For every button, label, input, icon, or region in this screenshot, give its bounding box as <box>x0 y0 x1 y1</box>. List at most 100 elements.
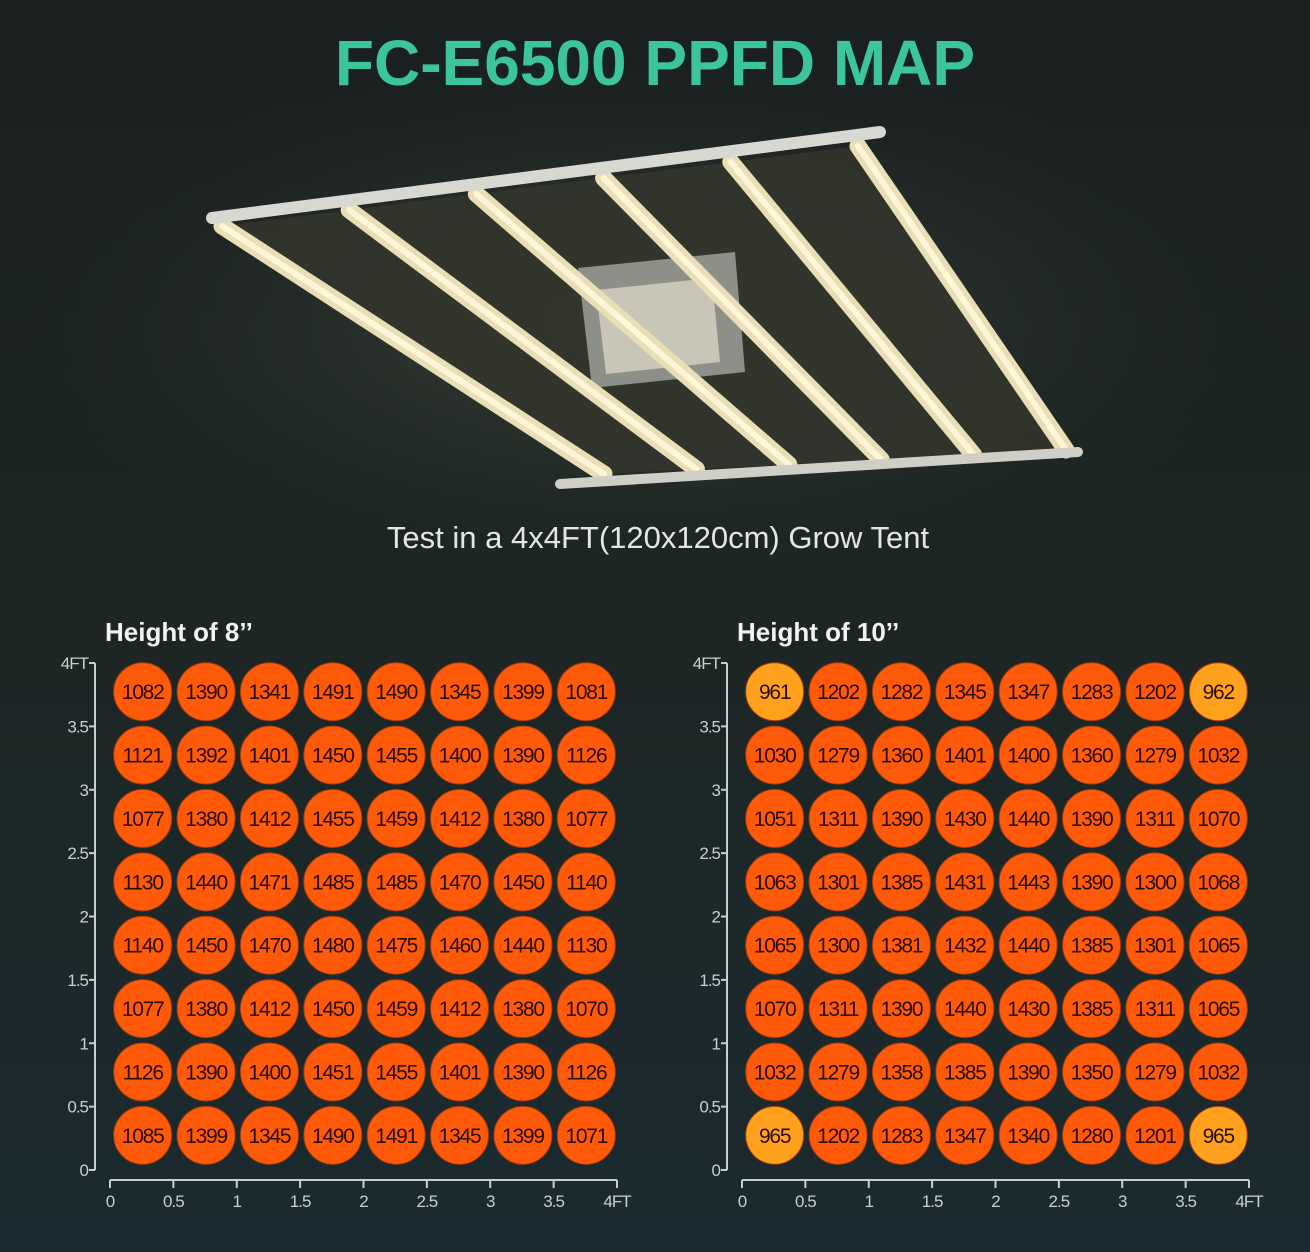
ppfd-value: 1399 <box>185 1125 227 1148</box>
ppfd-value: 1460 <box>439 935 481 958</box>
ppfd-value: 1126 <box>123 1061 164 1084</box>
ppfd-cell <box>871 788 931 848</box>
ppfd-cell <box>935 662 995 722</box>
ppfd-value: 1399 <box>502 681 544 704</box>
ppfd-value: 1085 <box>122 1125 164 1148</box>
ppfd-value: 1440 <box>185 871 227 894</box>
ppfd-value: 1490 <box>375 681 417 704</box>
ppfd-value: 1390 <box>1007 1061 1049 1084</box>
ppfd-value: 1430 <box>1007 998 1049 1021</box>
ppfd-value: 1201 <box>1134 1125 1176 1148</box>
x-tick-label: 3.5 <box>543 1192 564 1211</box>
ppfd-cell <box>366 725 426 785</box>
panel-title: Height of 10’’ <box>737 617 899 647</box>
ppfd-cell <box>871 725 931 785</box>
ppfd-value: 1380 <box>185 808 227 831</box>
back-rail <box>206 126 886 224</box>
ppfd-value: 1140 <box>123 935 164 958</box>
ppfd-cell <box>745 662 805 722</box>
ppfd-cell <box>556 662 616 722</box>
ppfd-value: 1381 <box>880 935 922 958</box>
ppfd-value: 1065 <box>1197 935 1239 958</box>
x-tick-label: 0.5 <box>163 1192 184 1211</box>
ppfd-cell <box>1188 852 1248 912</box>
ppfd-value: 1459 <box>375 808 417 831</box>
ppfd-cell <box>493 979 553 1039</box>
ppfd-cell <box>366 979 426 1039</box>
y-tick-label: 0 <box>712 1161 721 1180</box>
ppfd-cell <box>239 788 299 848</box>
ppfd-cell <box>176 725 236 785</box>
ppfd-value: 1082 <box>122 681 164 704</box>
ppfd-cell <box>1188 915 1248 975</box>
ppfd-value: 1065 <box>754 935 796 958</box>
ppfd-cell <box>430 915 490 975</box>
ppfd-value: 1459 <box>375 998 417 1021</box>
ppfd-cell <box>556 915 616 975</box>
ppfd-cell <box>303 1042 363 1102</box>
y-tick-label: 0.5 <box>699 1098 720 1117</box>
ppfd-value: 1490 <box>312 1125 354 1148</box>
x-tick-label: 1 <box>233 1192 242 1211</box>
ppfd-value: 1130 <box>123 871 164 894</box>
heatmap-height-8: Height of 8’’ 0 0.5 1 1.5 2 2.5 3 3.5 4FT 0 0.5 1 1.… <box>61 617 632 1211</box>
ppfd-cell <box>556 788 616 848</box>
ppfd-cell <box>1062 1105 1122 1165</box>
ppfd-cell <box>745 1042 805 1102</box>
ppfd-cell <box>366 1105 426 1165</box>
ppfd-cell <box>998 852 1058 912</box>
ppfd-value: 1032 <box>1197 745 1239 768</box>
y-tick-label: 0 <box>80 1161 89 1180</box>
ppfd-cell <box>1125 725 1185 785</box>
y-tick-label: 2.5 <box>67 844 88 863</box>
ppfd-cell <box>808 915 868 975</box>
ppfd-cell <box>1062 725 1122 785</box>
y-tick-label: 1 <box>712 1034 721 1053</box>
ppfd-cell <box>745 979 805 1039</box>
ppfd-value: 1279 <box>1134 1061 1176 1084</box>
ppfd-value: 1345 <box>439 1125 481 1148</box>
y-tick-label: 1 <box>80 1034 89 1053</box>
ppfd-cell <box>176 852 236 912</box>
ppfd-cell <box>1125 1042 1185 1102</box>
y-tick-label: 3 <box>80 781 89 800</box>
ppfd-cell <box>935 852 995 912</box>
ppfd-value: 1455 <box>375 745 417 768</box>
x-tick-label: 1.5 <box>290 1192 311 1211</box>
ppfd-value: 1077 <box>122 998 164 1021</box>
ppfd-cell <box>303 1105 363 1165</box>
ppfd-cell <box>808 662 868 722</box>
ppfd-value: 1360 <box>880 745 922 768</box>
ppfd-cell <box>366 915 426 975</box>
ppfd-value: 1345 <box>248 1125 290 1148</box>
ppfd-cell <box>1125 852 1185 912</box>
ppfd-value: 1400 <box>439 745 481 768</box>
ppfd-value: 1385 <box>880 871 922 894</box>
ppfd-value: 1390 <box>1071 808 1113 831</box>
ppfd-value: 1341 <box>248 681 290 704</box>
ppfd-cell <box>1125 915 1185 975</box>
ppfd-value: 1450 <box>502 871 544 894</box>
ppfd-cell <box>1188 1042 1248 1102</box>
led-strip <box>855 143 1069 453</box>
ppfd-cell <box>239 979 299 1039</box>
ppfd-cell <box>745 725 805 785</box>
ppfd-value: 1480 <box>312 935 354 958</box>
ppfd-cell <box>493 1042 553 1102</box>
ppfd-cell <box>430 979 490 1039</box>
ppfd-cell <box>808 852 868 912</box>
ppfd-cell <box>239 725 299 785</box>
ppfd-cell <box>113 662 173 722</box>
ppfd-value: 1126 <box>566 1061 607 1084</box>
ppfd-cell <box>808 725 868 785</box>
ppfd-value: 1283 <box>880 1125 922 1148</box>
x-tick-label: 2.5 <box>417 1192 438 1211</box>
ppfd-cell <box>998 1042 1058 1102</box>
y-tick-label: 1.5 <box>67 971 88 990</box>
ppfd-value: 1340 <box>1007 1125 1049 1148</box>
ppfd-cell <box>176 979 236 1039</box>
ppfd-cell <box>556 725 616 785</box>
ppfd-value: 965 <box>759 1125 791 1148</box>
ppfd-cell <box>493 915 553 975</box>
ppfd-value: 1412 <box>248 998 290 1021</box>
